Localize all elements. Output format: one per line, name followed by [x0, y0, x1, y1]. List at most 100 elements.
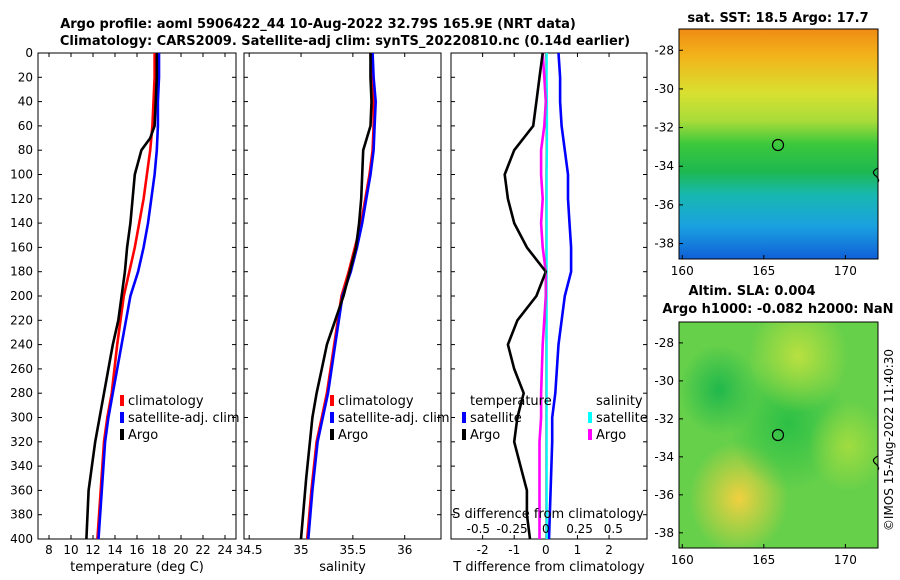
s-difference-axis-label: S difference from climatology [452, 507, 644, 522]
x-tick-label: 0 [542, 543, 550, 557]
s-tick-label: 0.5 [604, 522, 623, 536]
argo-location-marker [771, 428, 785, 442]
sst-field [679, 29, 878, 259]
y-tick-label: 340 [10, 459, 33, 473]
difference-panel: -2 -1 0 1 2 T difference from climatology [450, 52, 648, 575]
legend-swatch-climatology [330, 395, 334, 406]
sst-map: sat. SST: 18.5 Argo: 17.7 -28 -30 -32 -34 -3… [654, 11, 880, 278]
map-y-tick-label: -28 [654, 43, 674, 57]
y-tick-label: 140 [10, 216, 33, 230]
legend-swatch-satellite [330, 412, 334, 423]
s-difference-ticks: -0.5 -0.25 0 0.25 0.5 [467, 522, 623, 536]
x-tick-label: -2 [477, 543, 489, 557]
legend-title-salinity: salinity [596, 394, 643, 409]
sla-map-frame [678, 321, 879, 549]
legend-swatch-climatology [120, 395, 124, 406]
y-tick-label: 180 [10, 265, 33, 279]
y-tick-label: 160 [10, 240, 33, 254]
y-tick-label: 280 [10, 386, 33, 400]
x-axis-label: T difference from climatology [452, 560, 645, 575]
y-tick-label: 60 [18, 119, 33, 133]
x-tick-label: 8 [45, 543, 53, 557]
sla-map: Altim. SLA: 0.004 Argo h1000: -0.082 h20… [654, 284, 893, 567]
y-tick-label: 100 [10, 168, 33, 182]
x-tick-label: 18 [151, 543, 166, 557]
map-y-tick-label: -36 [654, 198, 674, 212]
y-tick-label: 400 [10, 532, 33, 546]
y-tick-label: 260 [10, 362, 33, 376]
argo-location-marker [771, 138, 785, 152]
y-tick-label: 40 [18, 95, 33, 109]
map-y-tick-label: -32 [654, 121, 674, 135]
s-tick-label: 0 [542, 522, 550, 536]
x-tick-label: 12 [85, 543, 100, 557]
map-y-tick-label: -34 [654, 450, 674, 464]
sla-y-ticks: -28 -30 -32 -34 -36 -38 [654, 336, 683, 540]
x-tick-label: -1 [508, 543, 520, 557]
map-y-tick-label: -36 [654, 488, 674, 502]
series-line-temperature-argo [503, 52, 548, 540]
series-line-temperature-satellite [547, 52, 573, 540]
map-x-tick-label: 160 [671, 264, 694, 278]
y-tick-label: 20 [18, 70, 33, 84]
x-tick-label: 14 [107, 543, 122, 557]
s-tick-label: 0.25 [566, 522, 593, 536]
x-tick-label: 1 [574, 543, 582, 557]
legend-label-argo: Argo [128, 428, 158, 443]
x-tick-label: 36 [397, 543, 412, 557]
y-tick-label: 0 [25, 46, 33, 60]
map-y-tick-label: -34 [654, 159, 674, 173]
map-y-tick-label: -30 [654, 374, 674, 388]
x-tick-label: 34.5 [236, 543, 263, 557]
temperature-panel: 0 20 40 60 80 100 120 140 160 180 200 220 240 260 280 3… [10, 46, 237, 575]
x-tick-label: 20 [173, 543, 188, 557]
map-y-tick-label: -38 [654, 526, 674, 540]
legend-swatch-satellite [120, 412, 124, 423]
legend-swatch-s-satellite [588, 412, 592, 423]
x-tick-label: 2 [605, 543, 613, 557]
y-tick-label: 200 [10, 289, 33, 303]
sst-y-ticks: -28 -30 -32 -34 -36 -38 [654, 43, 683, 251]
x-axis-label: temperature (deg C) [70, 560, 204, 575]
map-y-tick-label: -32 [654, 412, 674, 426]
sla-map-title-1: Altim. SLA: 0.004 [689, 284, 816, 299]
legend-label-t-argo: Argo [470, 428, 500, 443]
x-axis-label: salinity [319, 560, 366, 575]
coastline [872, 455, 880, 471]
y-tick-label: 240 [10, 338, 33, 352]
map-y-tick-label: -28 [654, 336, 674, 350]
legend-label-satellite: satellite-adj. clim [128, 411, 240, 426]
legend-swatch-s-argo [588, 429, 592, 440]
temperature-legend: climatology satellite-adj. clim Argo [120, 394, 240, 443]
map-y-tick-label: -30 [654, 82, 674, 96]
legend-label-satellite: satellite-adj. clim [338, 411, 450, 426]
salinity-panel: 34.5 35 35.5 36 salinity [236, 52, 442, 575]
legend-swatch-t-argo [462, 429, 466, 440]
legend-label-t-satellite: satellite [470, 411, 522, 426]
coastline [872, 167, 880, 183]
map-x-tick-label: 170 [834, 553, 857, 567]
y-tick-label: 300 [10, 411, 33, 425]
y-tick-label: 80 [18, 143, 33, 157]
legend-swatch-argo [120, 429, 124, 440]
legend-swatch-t-satellite [462, 412, 466, 423]
y-tick-label: 360 [10, 483, 33, 497]
sla-anomaly-west [679, 322, 878, 548]
plot-area [450, 52, 648, 540]
legend-label-s-satellite: satellite [596, 411, 648, 426]
series-line-salinity-argo [538, 52, 548, 539]
x-tick-label: 35.5 [340, 543, 367, 557]
map-y-tick-label: -38 [654, 237, 674, 251]
difference-legend-salinity: salinity satellite Argo [588, 394, 648, 443]
salinity-legend: climatology satellite-adj. clim Argo [330, 394, 450, 443]
series-line-argo [85, 53, 159, 540]
legend-label-s-argo: Argo [596, 428, 626, 443]
s-tick-label: -0.5 [467, 522, 490, 536]
imos-credit: ©IMOS 15-Aug-2022 11:40:30 [882, 349, 896, 531]
legend-label-argo: Argo [338, 428, 368, 443]
difference-legend-temperature: temperature satellite Argo [462, 394, 552, 443]
legend-label-climatology: climatology [338, 394, 414, 409]
legend-title-temperature: temperature [470, 394, 552, 409]
s-tick-label: -0.25 [497, 522, 528, 536]
